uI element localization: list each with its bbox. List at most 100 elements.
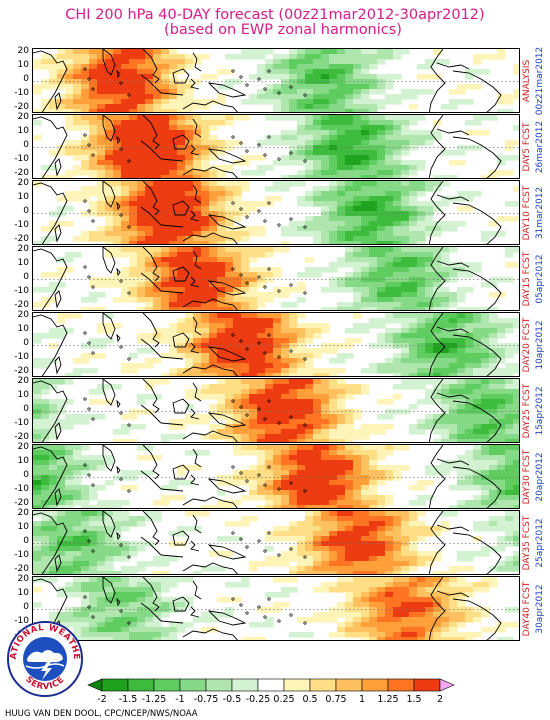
y-tick-label: -10 bbox=[14, 616, 29, 626]
panel-label: DAY20 FCST bbox=[522, 317, 532, 372]
panel-1 bbox=[32, 114, 520, 179]
y-tick-label: -10 bbox=[14, 352, 29, 362]
legend-swatch bbox=[179, 678, 207, 692]
y-tick-label: -20 bbox=[14, 432, 29, 442]
legend-swatch bbox=[153, 678, 181, 692]
panel-label: DAY35 FCST bbox=[522, 515, 532, 570]
panel-date: 05apr2012 bbox=[535, 253, 545, 304]
y-tick-label: -10 bbox=[14, 154, 29, 164]
y-tick-label: 10 bbox=[17, 258, 29, 268]
y-tick-label: 10 bbox=[17, 588, 29, 598]
legend-label: 1.5 bbox=[406, 694, 422, 705]
legend-swatch bbox=[361, 678, 389, 692]
y-tick-label: 20 bbox=[17, 244, 29, 254]
panel-8 bbox=[32, 576, 520, 641]
y-tick-label: -10 bbox=[14, 484, 29, 494]
anomaly-map bbox=[33, 247, 519, 310]
title-line-1: CHI 200 hPa 40-DAY forecast (00z21mar201… bbox=[65, 7, 485, 23]
y-tick-label: 0 bbox=[23, 272, 29, 282]
y-tick-label: 10 bbox=[17, 60, 29, 70]
panel-date: 20apr2012 bbox=[535, 451, 545, 502]
anomaly-map bbox=[33, 577, 519, 640]
panel-date: 25apr2012 bbox=[535, 517, 545, 568]
y-tick-label: 20 bbox=[17, 574, 29, 584]
panel-5 bbox=[32, 378, 520, 443]
y-tick-label: 10 bbox=[17, 324, 29, 334]
y-tick-label: -10 bbox=[14, 220, 29, 230]
legend-label: 1.25 bbox=[377, 694, 399, 705]
panel-date: 00z21mar2012 bbox=[535, 46, 545, 115]
legend-high-arrow bbox=[439, 678, 455, 692]
anomaly-map bbox=[33, 379, 519, 442]
panel-label: DAY5 FCST bbox=[522, 122, 532, 171]
y-tick-label: 0 bbox=[23, 536, 29, 546]
legend-swatch bbox=[387, 678, 415, 692]
y-tick-label: 10 bbox=[17, 390, 29, 400]
y-tick-label: 0 bbox=[23, 470, 29, 480]
y-tick-label: -10 bbox=[14, 88, 29, 98]
panel-date: 15apr2012 bbox=[535, 385, 545, 436]
nws-logo: NATIONAL WEATHER SERVICE bbox=[2, 613, 84, 702]
panel-date: 26mar2012 bbox=[535, 120, 545, 173]
y-tick-label: -20 bbox=[14, 366, 29, 376]
y-tick-label: -20 bbox=[14, 102, 29, 112]
panel-date: 31mar2012 bbox=[535, 186, 545, 239]
y-tick-label: 20 bbox=[17, 178, 29, 188]
y-tick-label: -20 bbox=[14, 168, 29, 178]
y-tick-label: 0 bbox=[23, 74, 29, 84]
legend-label: -1 bbox=[175, 694, 185, 705]
y-tick-label: 0 bbox=[23, 338, 29, 348]
y-tick-label: -20 bbox=[14, 498, 29, 508]
legend-low-arrow bbox=[87, 678, 103, 692]
panel-date: 30apr2012 bbox=[535, 583, 545, 634]
legend-colorbar bbox=[87, 678, 455, 692]
y-tick-label: -20 bbox=[14, 234, 29, 244]
panel-label: DAY30 FCST bbox=[522, 449, 532, 504]
legend-swatch bbox=[257, 678, 285, 692]
legend-swatch bbox=[335, 678, 363, 692]
anomaly-map bbox=[33, 49, 519, 112]
legend-label: 1 bbox=[358, 694, 366, 705]
y-tick-label: -10 bbox=[14, 418, 29, 428]
legend-swatch bbox=[101, 678, 129, 692]
legend-label: 2 bbox=[436, 694, 444, 705]
y-tick-label: 20 bbox=[17, 508, 29, 518]
panel-date: 10apr2012 bbox=[535, 319, 545, 370]
legend-label: 0.25 bbox=[273, 694, 295, 705]
legend-swatch bbox=[205, 678, 233, 692]
y-tick-label: 0 bbox=[23, 140, 29, 150]
panel-label: DAY40 FCST bbox=[522, 581, 532, 636]
svg-text:SERVICE: SERVICE bbox=[23, 675, 66, 692]
y-tick-label: -20 bbox=[14, 564, 29, 574]
panel-7 bbox=[32, 510, 520, 575]
anomaly-map bbox=[33, 445, 519, 508]
legend-swatch bbox=[127, 678, 155, 692]
legend-label: -0.5 bbox=[222, 694, 242, 705]
anomaly-map bbox=[33, 115, 519, 178]
title-line-2: (based on EWP zonal harmonics) bbox=[164, 22, 402, 38]
legend-swatch bbox=[309, 678, 337, 692]
legend-swatch bbox=[413, 678, 441, 692]
anomaly-map bbox=[33, 313, 519, 376]
legend-swatch bbox=[283, 678, 311, 692]
legend-label: 0.5 bbox=[302, 694, 318, 705]
panel-label: DAY25 FCST bbox=[522, 383, 532, 438]
y-tick-label: 0 bbox=[23, 602, 29, 612]
y-tick-label: 20 bbox=[17, 310, 29, 320]
anomaly-map bbox=[33, 181, 519, 244]
panel-0 bbox=[32, 48, 520, 113]
legend-label: -0.25 bbox=[245, 694, 271, 705]
y-tick-label: 10 bbox=[17, 456, 29, 466]
panel-label: ANALYSIS bbox=[522, 59, 532, 102]
y-tick-label: 20 bbox=[17, 112, 29, 122]
y-tick-label: -10 bbox=[14, 286, 29, 296]
y-tick-label: -20 bbox=[14, 300, 29, 310]
y-tick-label: 10 bbox=[17, 192, 29, 202]
anomaly-map bbox=[33, 511, 519, 574]
panel-4 bbox=[32, 312, 520, 377]
legend-label: -0.75 bbox=[193, 694, 219, 705]
y-tick-label: 20 bbox=[17, 46, 29, 56]
panel-3 bbox=[32, 246, 520, 311]
logo-ring-bottom-text: SERVICE bbox=[23, 675, 66, 692]
y-tick-label: -10 bbox=[14, 550, 29, 560]
